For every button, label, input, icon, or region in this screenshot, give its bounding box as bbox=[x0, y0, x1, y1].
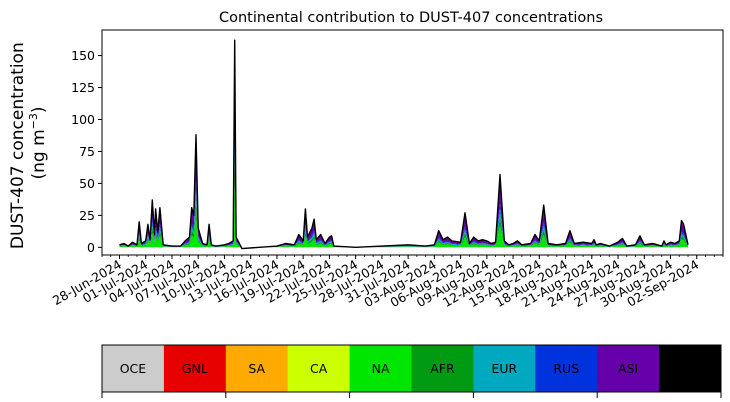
y-tick-label: 50 bbox=[79, 176, 95, 191]
legend-swatch-na bbox=[349, 345, 412, 392]
legend-swatch-oce bbox=[102, 345, 165, 392]
y-tick-label: 150 bbox=[71, 48, 95, 63]
y-axis-label: DUST-407 concentration (ng m−3) bbox=[8, 37, 49, 249]
legend-swatch-ca bbox=[287, 345, 351, 392]
legend-swatch-aus bbox=[659, 345, 722, 392]
legend-label-eur: EUR bbox=[491, 361, 517, 376]
area-eur bbox=[119, 139, 688, 248]
legend-label-afr: AFR bbox=[430, 361, 455, 376]
y-tick-label: 125 bbox=[71, 80, 95, 95]
y-tick-label: 100 bbox=[71, 112, 95, 127]
legend-label-oce: OCE bbox=[120, 361, 147, 376]
legend-label-sa: SA bbox=[248, 361, 265, 376]
chart-title: Continental contribution to DUST-407 con… bbox=[219, 10, 603, 26]
legend-label-aus: AUS bbox=[677, 361, 703, 376]
area-asi bbox=[119, 40, 688, 248]
legend-swatch-afr bbox=[411, 345, 474, 392]
legend-swatch-asi bbox=[597, 345, 660, 392]
legend-swatch-gnl bbox=[163, 345, 227, 392]
plot-frame bbox=[101, 29, 724, 256]
legend-swatch-eur bbox=[473, 345, 536, 392]
legend-colorbar: OCE GNL SA CA NA AFR EUR RUS ASI AUS bbox=[101, 344, 722, 398]
y-axis-unit-suffix: ) bbox=[29, 106, 49, 113]
legend-label-rus: RUS bbox=[553, 361, 579, 376]
legend-frame bbox=[101, 344, 722, 393]
legend-swatch-rus bbox=[535, 345, 598, 392]
y-axis-unit-exponent: −3 bbox=[27, 113, 40, 129]
plot-area bbox=[119, 39, 689, 250]
y-tick-label: 75 bbox=[79, 144, 95, 159]
legend-label-asi: ASI bbox=[618, 361, 638, 376]
x-axis: 28-Jun-202401-Jul-202404-Jul-202407-Jul-… bbox=[50, 255, 724, 310]
total-concentration-line bbox=[119, 39, 689, 250]
y-axis-label-line2: (ng m−3) bbox=[27, 106, 49, 179]
y-axis: 0 25 50 75 100 125 150 bbox=[71, 48, 102, 255]
legend-label-ca: CA bbox=[310, 361, 328, 376]
area-rus bbox=[119, 123, 688, 248]
legend-label-gnl: GNL bbox=[182, 361, 208, 376]
y-axis-label-line1: DUST-407 concentration bbox=[8, 42, 28, 249]
y-tick-label: 25 bbox=[79, 208, 95, 223]
legend-label-na: NA bbox=[372, 361, 390, 376]
y-axis-unit-prefix: (ng m bbox=[29, 129, 49, 179]
area-na bbox=[119, 185, 688, 248]
legend-swatch-sa bbox=[225, 345, 289, 392]
y-tick-label: 0 bbox=[87, 240, 95, 255]
area-afr bbox=[119, 160, 688, 248]
